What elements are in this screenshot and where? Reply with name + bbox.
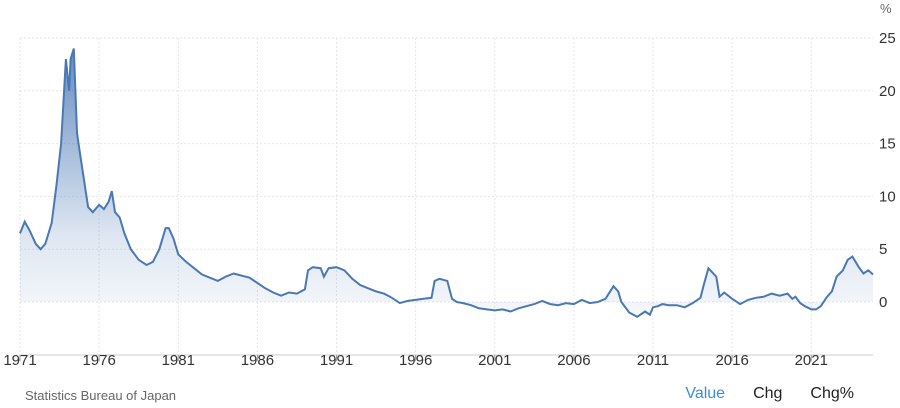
x-tick-label: 1981 <box>162 352 195 369</box>
series-area <box>20 48 873 317</box>
x-axis: 1971 1976 1981 1986 1991 1996 2001 2006 2011 2016… <box>3 352 828 369</box>
y-tick-label: 15 <box>879 136 896 153</box>
x-tick-label: 2011 <box>637 352 669 369</box>
tab-value[interactable]: Value <box>671 383 739 405</box>
x-tick-label: 1986 <box>241 352 274 369</box>
x-tick-label: 1971 <box>3 352 36 369</box>
x-tick-label: 1996 <box>399 352 432 369</box>
x-tick-label: 2021 <box>795 352 828 369</box>
x-tick-label: 1991 <box>320 352 353 369</box>
view-tabs: Value Chg Chg% <box>671 383 868 405</box>
y-tick-label: 25 <box>879 30 896 47</box>
unit-label: % <box>880 1 892 16</box>
tab-chg[interactable]: Chg <box>739 383 796 405</box>
x-tick-label: 1976 <box>82 352 115 369</box>
x-tick-label: 2006 <box>557 352 590 369</box>
y-tick-label: 5 <box>879 241 887 258</box>
grid <box>19 37 873 355</box>
y-tick-label: 20 <box>879 83 896 100</box>
y-axis: 0 5 10 15 20 25 <box>879 30 896 311</box>
tab-chg-pct[interactable]: Chg% <box>796 383 868 405</box>
y-tick-label: 0 <box>879 294 887 311</box>
y-tick-label: 10 <box>879 188 896 205</box>
x-tick-label: 2016 <box>715 352 748 369</box>
series-line <box>19 48 874 318</box>
source-label: Statistics Bureau of Japan <box>25 388 177 403</box>
chart-footer: Statistics Bureau of Japan Value Chg Chg… <box>0 380 900 408</box>
inflation-chart: 0 5 10 15 20 25 1971 1976 1981 1986 1991 1996 2001 2… <box>3 1 896 369</box>
x-tick-label: 2001 <box>478 352 511 369</box>
